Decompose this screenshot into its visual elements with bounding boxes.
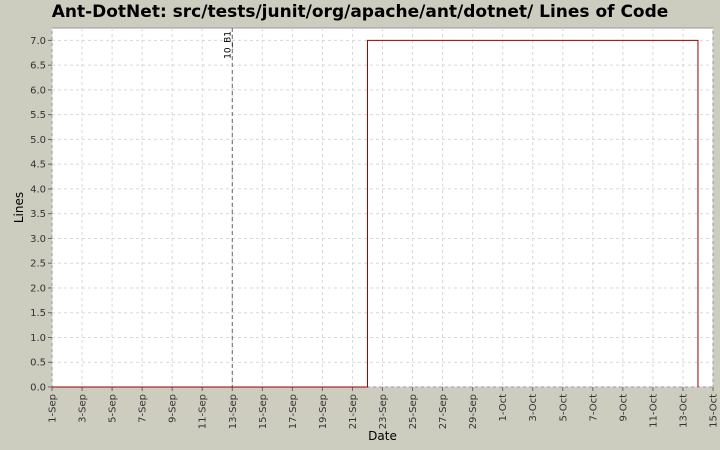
y-tick-label: 4.0 (30, 184, 46, 195)
marker-label: 10_B1 (223, 31, 233, 59)
y-tick-label: 3.0 (30, 234, 46, 245)
y-tick-label: 0.0 (30, 383, 46, 394)
x-tick-label: 5-Sep (108, 394, 119, 423)
x-tick-label: 25-Sep (408, 394, 419, 429)
y-axis-title: Lines (12, 192, 26, 223)
x-tick-label: 9-Sep (168, 394, 179, 423)
x-tick-label: 15-Sep (258, 394, 269, 429)
y-tick-label: 6.5 (30, 61, 46, 72)
x-tick-label: 11-Oct (648, 394, 659, 428)
x-tick-label: 1-Sep (48, 394, 59, 423)
x-tick-label: 13-Sep (228, 394, 239, 429)
x-tick-label: 15-Oct (709, 394, 720, 428)
x-tick-label: 1-Oct (498, 394, 509, 422)
x-tick-label: 3-Sep (78, 394, 89, 423)
y-tick-label: 0.5 (30, 358, 46, 369)
y-tick-label: 4.5 (30, 160, 46, 171)
x-tick-label: 17-Sep (288, 394, 299, 429)
x-tick-label: 7-Sep (138, 394, 149, 423)
markers: 10_B1 (223, 28, 233, 387)
chart-title: Ant-DotNet: src/tests/junit/org/apache/a… (51, 2, 669, 22)
y-tick-label: 3.5 (30, 209, 46, 220)
y-axis: 0.0 0.5 1.0 1.5 2.0 2.5 3.0 3.5 4.0 4.5 5.0 5.5 6.0 6… (30, 36, 52, 394)
series (52, 39, 699, 388)
x-axis: 1-Sep 3-Sep 5-Sep 7-Sep 9-Sep 11-Sep 13-Sep 15-… (48, 387, 720, 429)
x-tick-label: 11-Sep (198, 394, 209, 429)
x-tick-label: 19-Sep (318, 394, 329, 429)
x-tick-label: 13-Oct (678, 394, 689, 428)
y-tick-label: 2.0 (30, 283, 46, 294)
x-tick-label: 9-Oct (618, 394, 629, 422)
x-tick-label: 7-Oct (588, 394, 599, 422)
x-tick-label: 27-Sep (438, 394, 449, 429)
series-line (52, 39, 699, 388)
y-tick-label: 6.0 (30, 85, 46, 96)
x-tick-label: 21-Sep (348, 394, 359, 429)
y-tick-label: 1.0 (30, 333, 46, 344)
x-axis-title: Date (368, 429, 397, 443)
y-tick-label: 2.5 (30, 259, 46, 270)
x-tick-label: 23-Sep (378, 394, 389, 429)
y-tick-label: 7.0 (30, 36, 46, 47)
x-tick-label: 3-Oct (528, 394, 539, 422)
x-tick-label: 5-Oct (558, 394, 569, 422)
x-tick-label: 29-Sep (468, 394, 479, 429)
y-tick-label: 1.5 (30, 308, 46, 319)
y-tick-label: 5.5 (30, 110, 46, 121)
y-tick-label: 5.0 (30, 135, 46, 146)
plot-area (51, 27, 714, 388)
